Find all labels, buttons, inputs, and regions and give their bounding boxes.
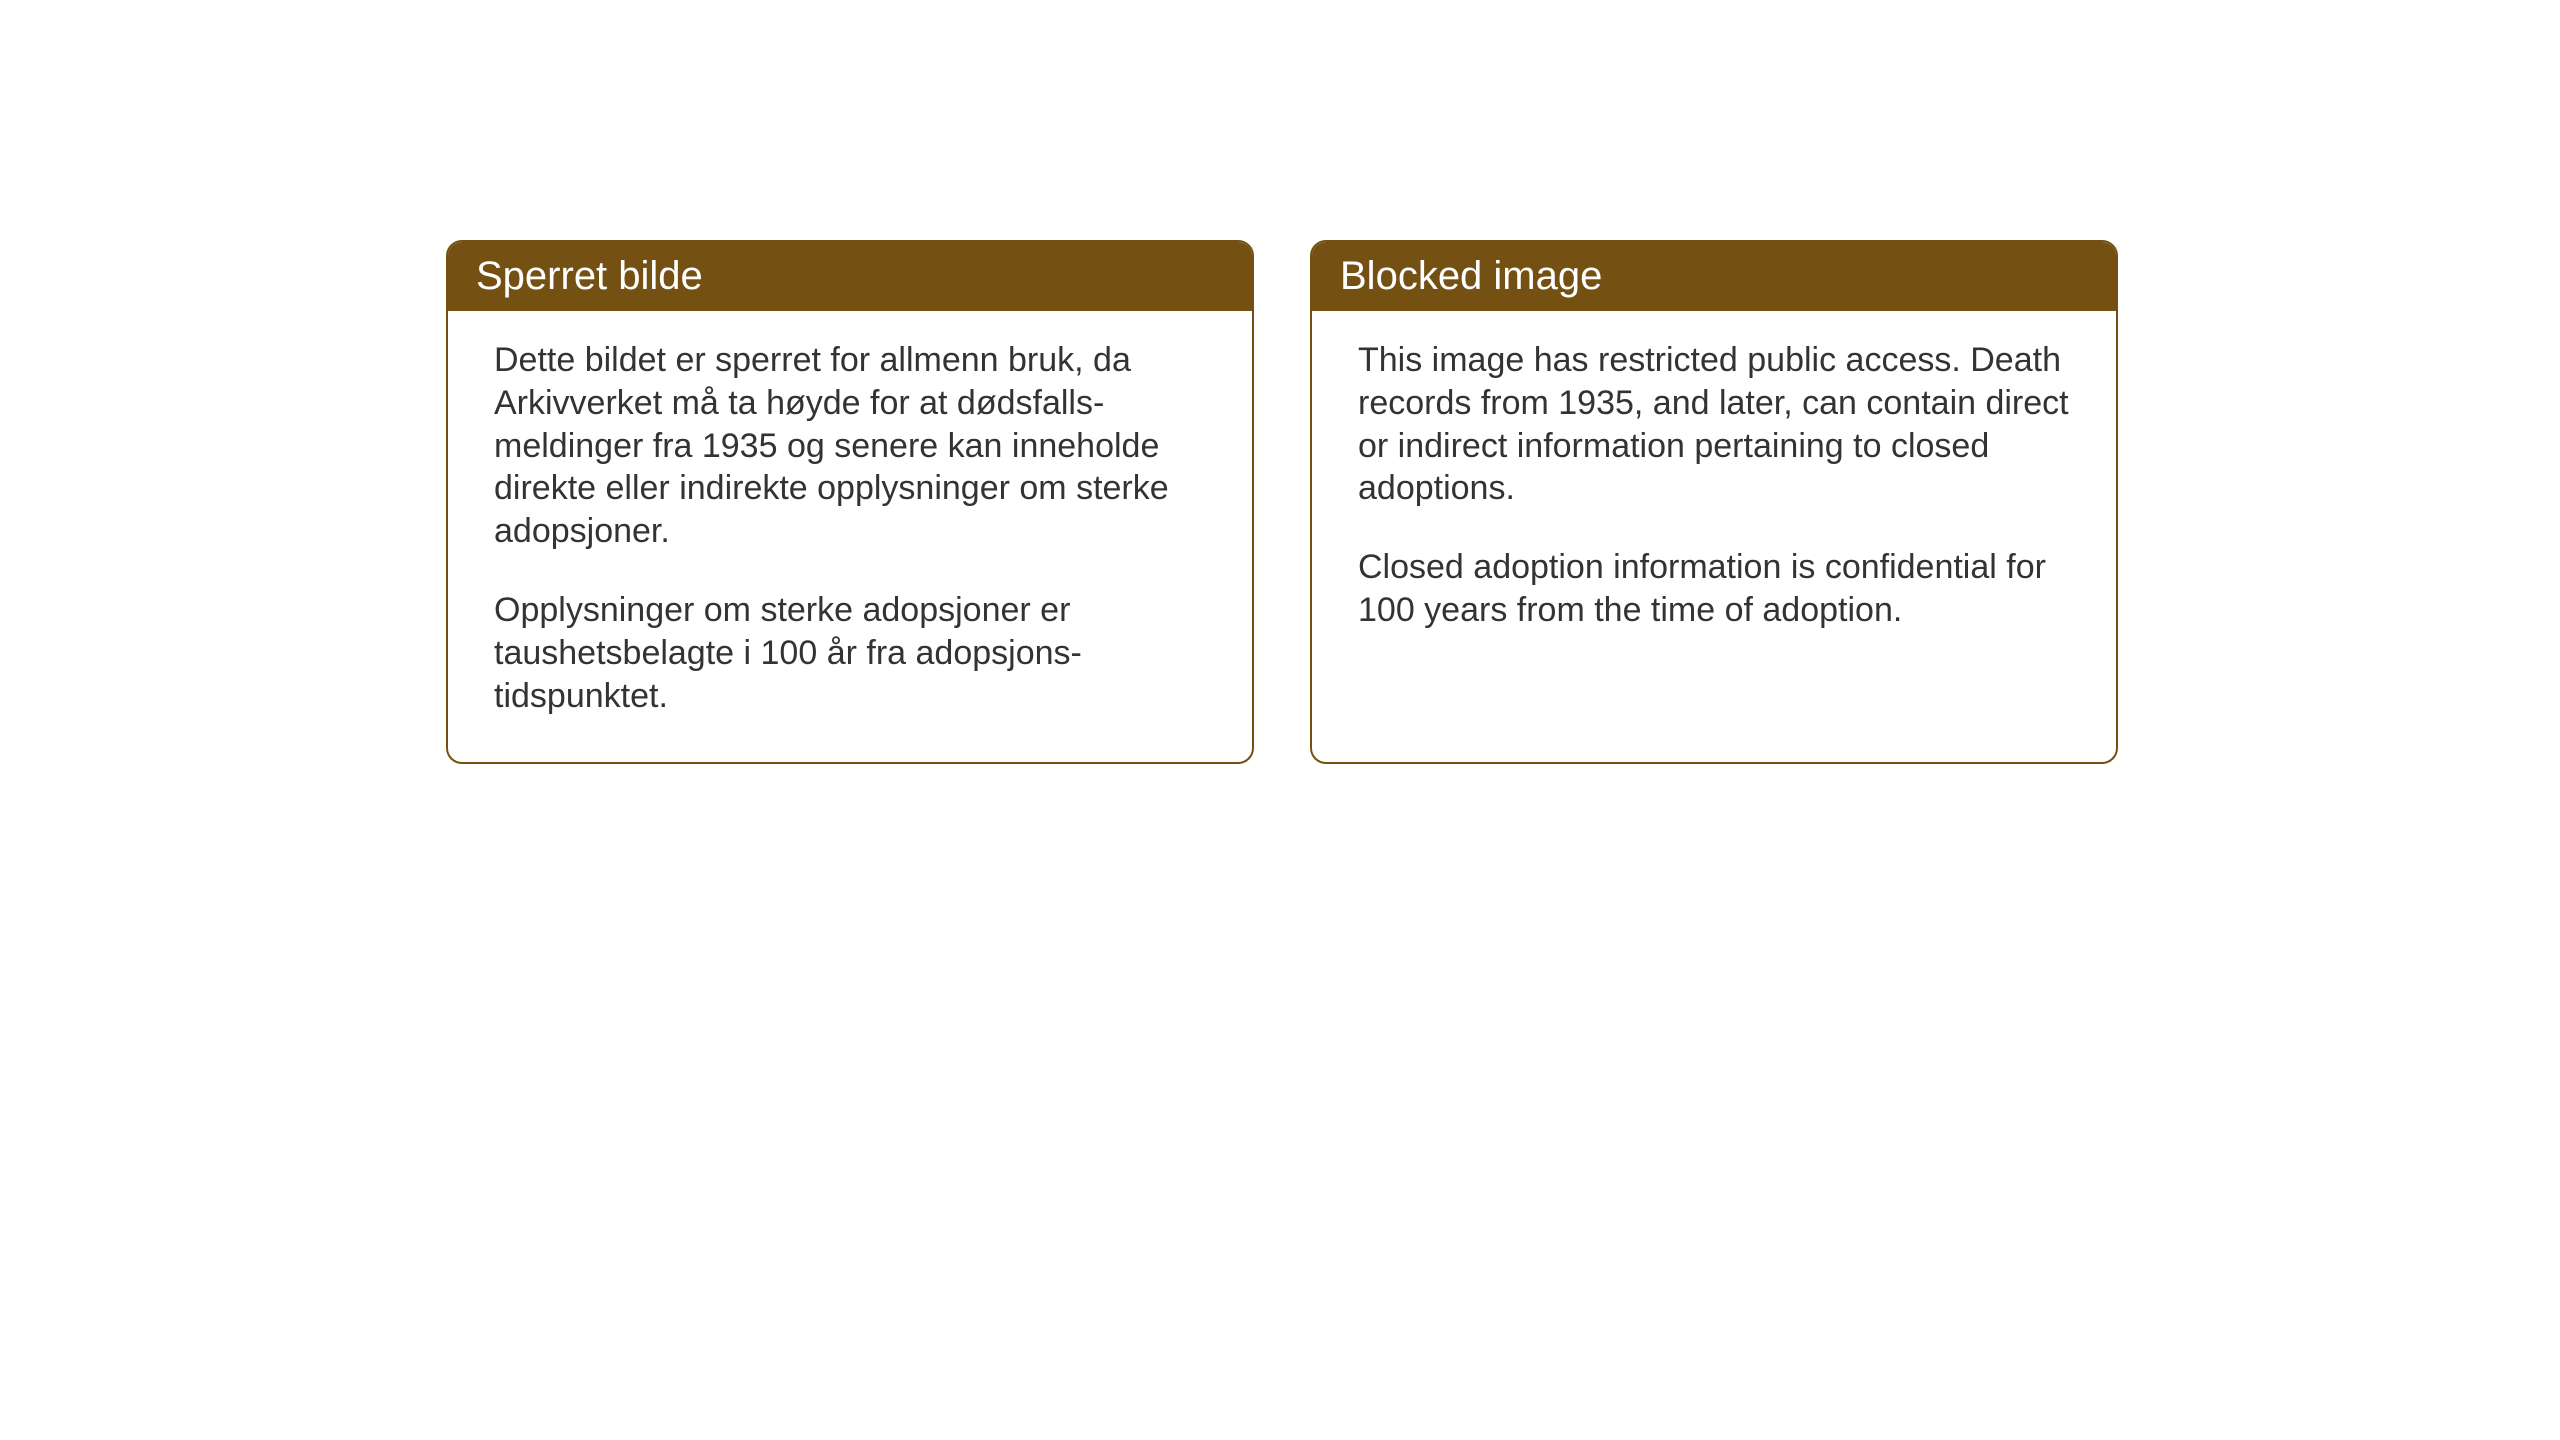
norwegian-paragraph-2: Opplysninger om sterke adopsjoner er tau… bbox=[494, 589, 1206, 717]
english-card: Blocked image This image has restricted … bbox=[1310, 240, 2118, 764]
norwegian-card-title: Sperret bilde bbox=[476, 254, 703, 298]
norwegian-card-header: Sperret bilde bbox=[448, 242, 1252, 311]
norwegian-card: Sperret bilde Dette bildet er sperret fo… bbox=[446, 240, 1254, 764]
english-card-header: Blocked image bbox=[1312, 242, 2116, 311]
english-paragraph-1: This image has restricted public access.… bbox=[1358, 339, 2070, 510]
english-card-title: Blocked image bbox=[1340, 254, 1602, 298]
norwegian-card-body: Dette bildet er sperret for allmenn bruk… bbox=[448, 311, 1252, 762]
norwegian-paragraph-1: Dette bildet er sperret for allmenn bruk… bbox=[494, 339, 1206, 553]
english-paragraph-2: Closed adoption information is confident… bbox=[1358, 546, 2070, 632]
english-card-body: This image has restricted public access.… bbox=[1312, 311, 2116, 676]
cards-container: Sperret bilde Dette bildet er sperret fo… bbox=[446, 240, 2118, 764]
